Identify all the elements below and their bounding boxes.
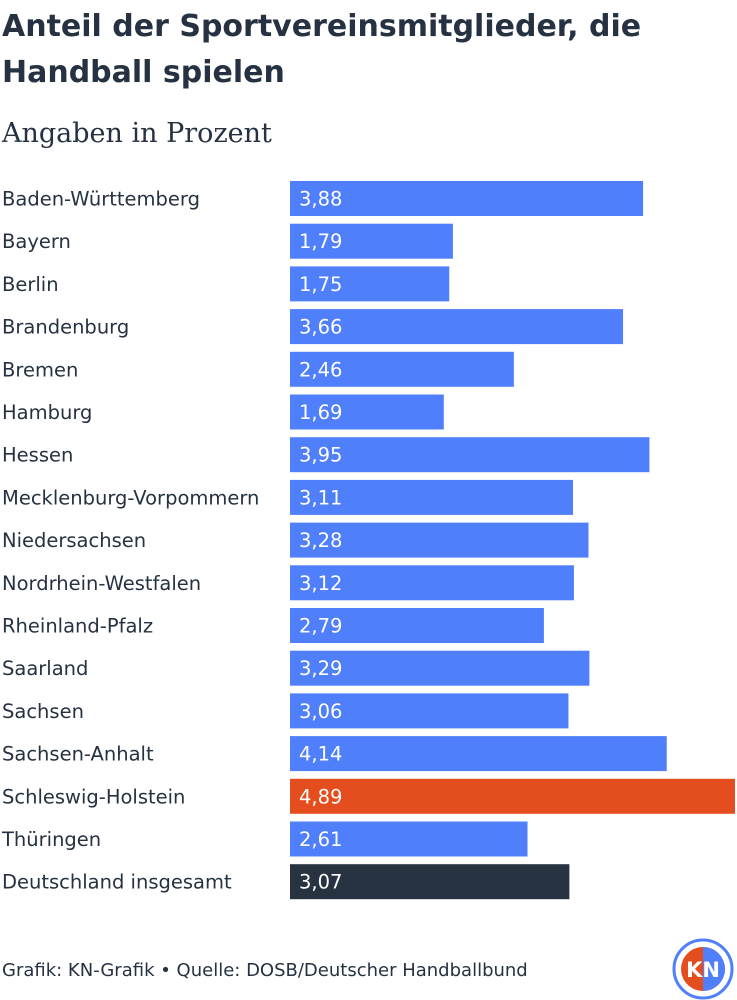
value-label-bremen: 2,46 <box>299 358 342 381</box>
bar-deutschland-insgesamt <box>290 864 570 900</box>
chart-subtitle: Angaben in Prozent <box>2 118 272 149</box>
category-label-sachsen: Sachsen <box>2 700 84 723</box>
kn-logo-icon: KN <box>672 938 734 1000</box>
value-label-hessen: 3,95 <box>299 444 342 467</box>
bar-bayern <box>290 223 453 259</box>
category-label-mecklenburg-vorpommern: Mecklenburg-Vorpommern <box>2 486 259 509</box>
value-label-niedersachsen: 3,28 <box>299 529 342 552</box>
value-label-bayern: 1,79 <box>299 230 342 253</box>
category-label-sachsen-anhalt: Sachsen-Anhalt <box>2 743 154 766</box>
bar-rheinland-pfalz <box>290 608 544 643</box>
value-label-nordrhein-westfalen: 3,12 <box>299 572 342 595</box>
svg-text:KN: KN <box>686 958 720 982</box>
bar-bremen <box>290 351 514 387</box>
category-label-niedersachsen: Niedersachsen <box>2 529 146 552</box>
value-label-sachsen-anhalt: 4,14 <box>299 743 342 766</box>
category-label-hamburg: Hamburg <box>2 401 92 424</box>
bar-sachsen-anhalt <box>290 736 667 772</box>
chart-title: Anteil der Sportvereinsmitglieder, die H… <box>2 9 642 90</box>
bar-saarland <box>290 650 590 686</box>
category-label-bremen: Bremen <box>2 358 78 381</box>
value-label-sachsen: 3,06 <box>299 700 342 723</box>
bar-sachsen <box>290 693 569 729</box>
category-label-rheinland-pfalz: Rheinland-Pfalz <box>2 615 153 638</box>
value-label-th-ringen: 2,61 <box>299 828 342 851</box>
bar-chart: Baden-Württemberg 3,88 Bayern 1,79 Berlin 1,7… <box>1 181 735 900</box>
category-label-brandenburg: Brandenburg <box>2 316 129 339</box>
category-label-berlin: Berlin <box>2 273 59 296</box>
bar-schleswig-holstein <box>290 778 735 814</box>
category-label-deutschland-insgesamt: Deutschland insgesamt <box>2 871 232 894</box>
bar-berlin <box>290 266 450 302</box>
category-label-hessen: Hessen <box>2 444 73 467</box>
value-label-schleswig-holstein: 4,89 <box>299 785 342 808</box>
value-label-berlin: 1,75 <box>299 273 342 296</box>
category-label-saarland: Saarland <box>2 657 88 680</box>
value-label-mecklenburg-vorpommern: 3,11 <box>299 486 342 509</box>
bar-mecklenburg-vorpommern <box>290 479 574 515</box>
source-footer: Grafik: KN-Grafik • Quelle: DOSB/Deutsch… <box>2 960 528 981</box>
bar-th-ringen <box>290 821 528 857</box>
bar-hessen <box>290 437 650 473</box>
category-label-bayern: Bayern <box>2 230 71 253</box>
value-label-hamburg: 1,69 <box>299 401 342 424</box>
value-label-baden-w-rttemberg: 3,88 <box>299 188 342 211</box>
category-label-schleswig-holstein: Schleswig-Holstein <box>2 785 185 808</box>
value-label-rheinland-pfalz: 2,79 <box>299 615 342 638</box>
category-label-baden-w-rttemberg: Baden-Württemberg <box>2 188 200 211</box>
bar-hamburg <box>290 394 444 430</box>
bar-brandenburg <box>290 309 624 345</box>
category-label-th-ringen: Thüringen <box>1 828 101 851</box>
bar-baden-w-rttemberg <box>290 181 644 216</box>
category-label-nordrhein-westfalen: Nordrhein-Westfalen <box>2 572 201 595</box>
bar-nordrhein-westfalen <box>290 565 574 601</box>
value-label-brandenburg: 3,66 <box>299 316 342 339</box>
value-label-saarland: 3,29 <box>299 657 342 680</box>
value-label-deutschland-insgesamt: 3,07 <box>299 871 342 894</box>
bar-niedersachsen <box>290 522 589 558</box>
